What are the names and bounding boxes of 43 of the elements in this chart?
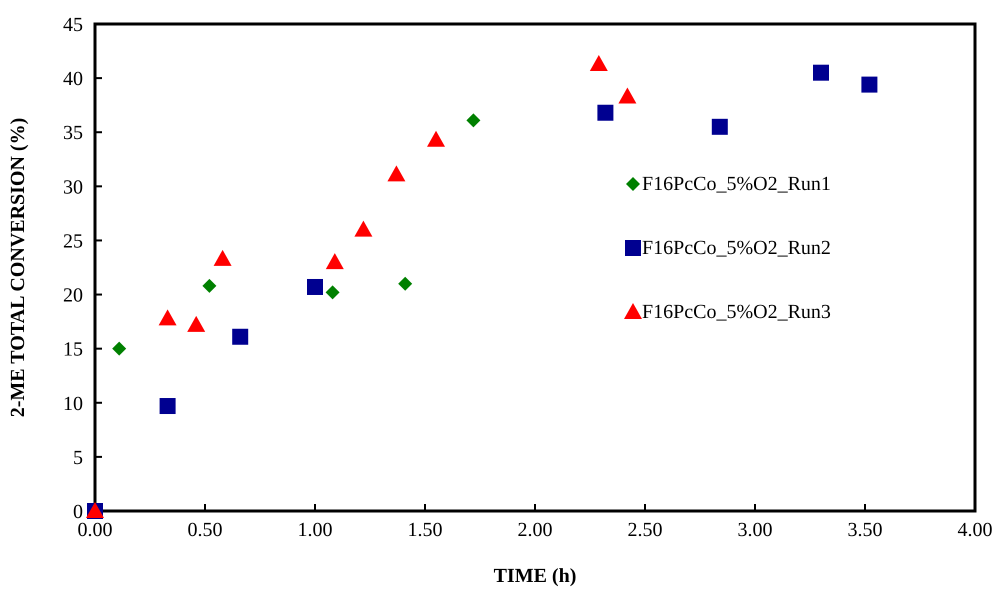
point <box>861 76 878 93</box>
x-axis-title: TIME (h) <box>494 565 576 587</box>
point <box>590 55 608 72</box>
legend-label: F16PcCo_5%O2_Run1 <box>642 173 831 195</box>
point <box>326 285 340 300</box>
x-tick-label: 0.50 <box>188 519 222 541</box>
point <box>214 250 232 266</box>
point <box>307 278 323 295</box>
point <box>354 220 372 237</box>
point <box>618 88 636 104</box>
point <box>398 276 412 291</box>
point <box>112 342 126 356</box>
y-tick-label: 35 <box>63 122 83 144</box>
y-tick-label: 45 <box>63 14 83 36</box>
legend-label: F16PcCo_5%O2_Run3 <box>642 301 831 323</box>
y-axis-title: 2-ME TOTAL CONVERSION (%) <box>7 118 29 418</box>
point <box>326 253 344 270</box>
point <box>387 165 406 182</box>
y-tick-label: 20 <box>63 284 83 307</box>
y-tick-label: 5 <box>73 446 83 469</box>
y-tick-label: 15 <box>63 338 83 361</box>
point <box>712 118 728 135</box>
y-tick-label: 25 <box>63 230 83 252</box>
point <box>813 64 829 81</box>
point <box>466 113 480 128</box>
y-tick-label: 10 <box>63 392 83 415</box>
x-tick-label: 2.50 <box>628 519 662 541</box>
x-tick-label: 1.00 <box>298 519 332 541</box>
point <box>427 130 445 147</box>
legend-label: F16PcCo_5%O2_Run2 <box>642 237 831 259</box>
point <box>160 398 176 414</box>
point <box>158 309 177 326</box>
point <box>202 278 216 293</box>
x-tick-label: 4.00 <box>958 519 992 541</box>
y-tick-label: 40 <box>63 68 83 90</box>
point <box>187 316 206 332</box>
x-tick-label: 3.00 <box>738 519 772 541</box>
y-tick-label: 30 <box>63 176 83 198</box>
point <box>232 328 248 345</box>
x-tick-label: 2.00 <box>518 519 552 541</box>
x-tick-label: 1.50 <box>408 519 442 541</box>
point <box>597 104 614 121</box>
x-tick-label: 3.50 <box>848 519 882 541</box>
